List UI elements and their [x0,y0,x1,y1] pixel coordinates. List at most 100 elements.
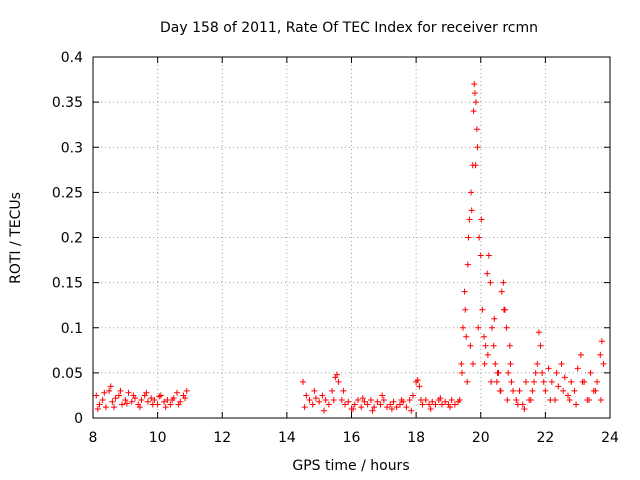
data-point [306,396,313,403]
data-point [468,207,475,214]
data-point [419,401,426,408]
data-point [335,378,342,385]
data-point [342,401,349,408]
data-point [481,360,488,367]
data-point [161,398,168,405]
data-point [508,378,515,385]
data-point [414,377,421,384]
data-point [461,288,468,295]
data-point [574,365,581,372]
data-point [388,405,395,412]
data-point [458,360,465,367]
data-point [490,342,497,349]
data-point [377,401,384,408]
data-point [408,407,415,414]
data-point [345,398,352,405]
x-axis-label: GPS time / hours [292,458,409,474]
data-point [148,395,155,402]
data-point [464,261,471,268]
data-point [471,90,478,97]
data-point [448,396,455,403]
data-point [107,383,114,390]
data-point [492,360,499,367]
data-point [393,404,400,411]
data-point [125,389,132,396]
data-point [497,387,504,394]
x-tick-label: 14 [278,430,296,446]
data-point [577,351,584,358]
x-tick-label: 20 [472,430,490,446]
data-point [123,400,130,407]
data-point [560,387,567,394]
data-point [485,252,492,259]
y-tick-label: 0.2 [61,231,83,247]
data-point [529,387,536,394]
data-point [115,392,122,399]
data-point [505,369,512,376]
data-point [112,395,119,402]
data-point [143,389,150,396]
data-point [504,396,511,403]
data-point [379,392,386,399]
data-point [521,405,528,412]
data-point [340,387,347,394]
data-point [396,401,403,408]
data-point [175,401,182,408]
data-point [374,398,381,405]
data-point [545,365,552,372]
data-point [409,392,416,399]
data-point [300,378,307,385]
data-point [474,144,481,151]
data-point [561,374,568,381]
data-point [303,392,310,399]
data-point [429,398,436,405]
data-point [466,216,473,223]
data-point [99,396,106,403]
data-point [319,392,326,399]
data-point [144,398,151,405]
y-tick-label: 0.35 [52,95,83,111]
data-point [311,387,318,394]
data-point [468,189,475,196]
data-point [321,407,328,414]
data-point [537,342,544,349]
data-point [600,360,607,367]
data-point [478,216,485,223]
data-point [535,329,542,336]
data-point [587,369,594,376]
data-point [151,396,158,403]
data-point [432,401,439,408]
data-point [136,404,143,411]
x-tick-label: 8 [89,430,98,446]
data-point [564,392,571,399]
data-point [174,389,181,396]
data-point [598,338,605,345]
data-point [540,378,547,385]
data-point [384,404,391,411]
data-point [507,360,514,367]
data-point [465,234,472,241]
data-point [437,395,444,402]
data-point [532,369,539,376]
data-point [442,398,449,405]
x-tick-label: 18 [407,430,425,446]
data-point [330,396,337,403]
data-point [503,324,510,331]
data-point [514,401,521,408]
data-point [573,401,580,408]
data-point [542,387,549,394]
data-point [438,401,445,408]
data-point [476,234,483,241]
data-point [106,387,113,394]
data-point [522,378,529,385]
data-point [500,279,507,286]
data-point [484,351,491,358]
data-point [527,396,534,403]
data-point [516,387,523,394]
data-point [380,396,387,403]
data-point [122,396,129,403]
data-point [149,401,156,408]
data-point [369,407,376,414]
data-point [471,81,478,88]
